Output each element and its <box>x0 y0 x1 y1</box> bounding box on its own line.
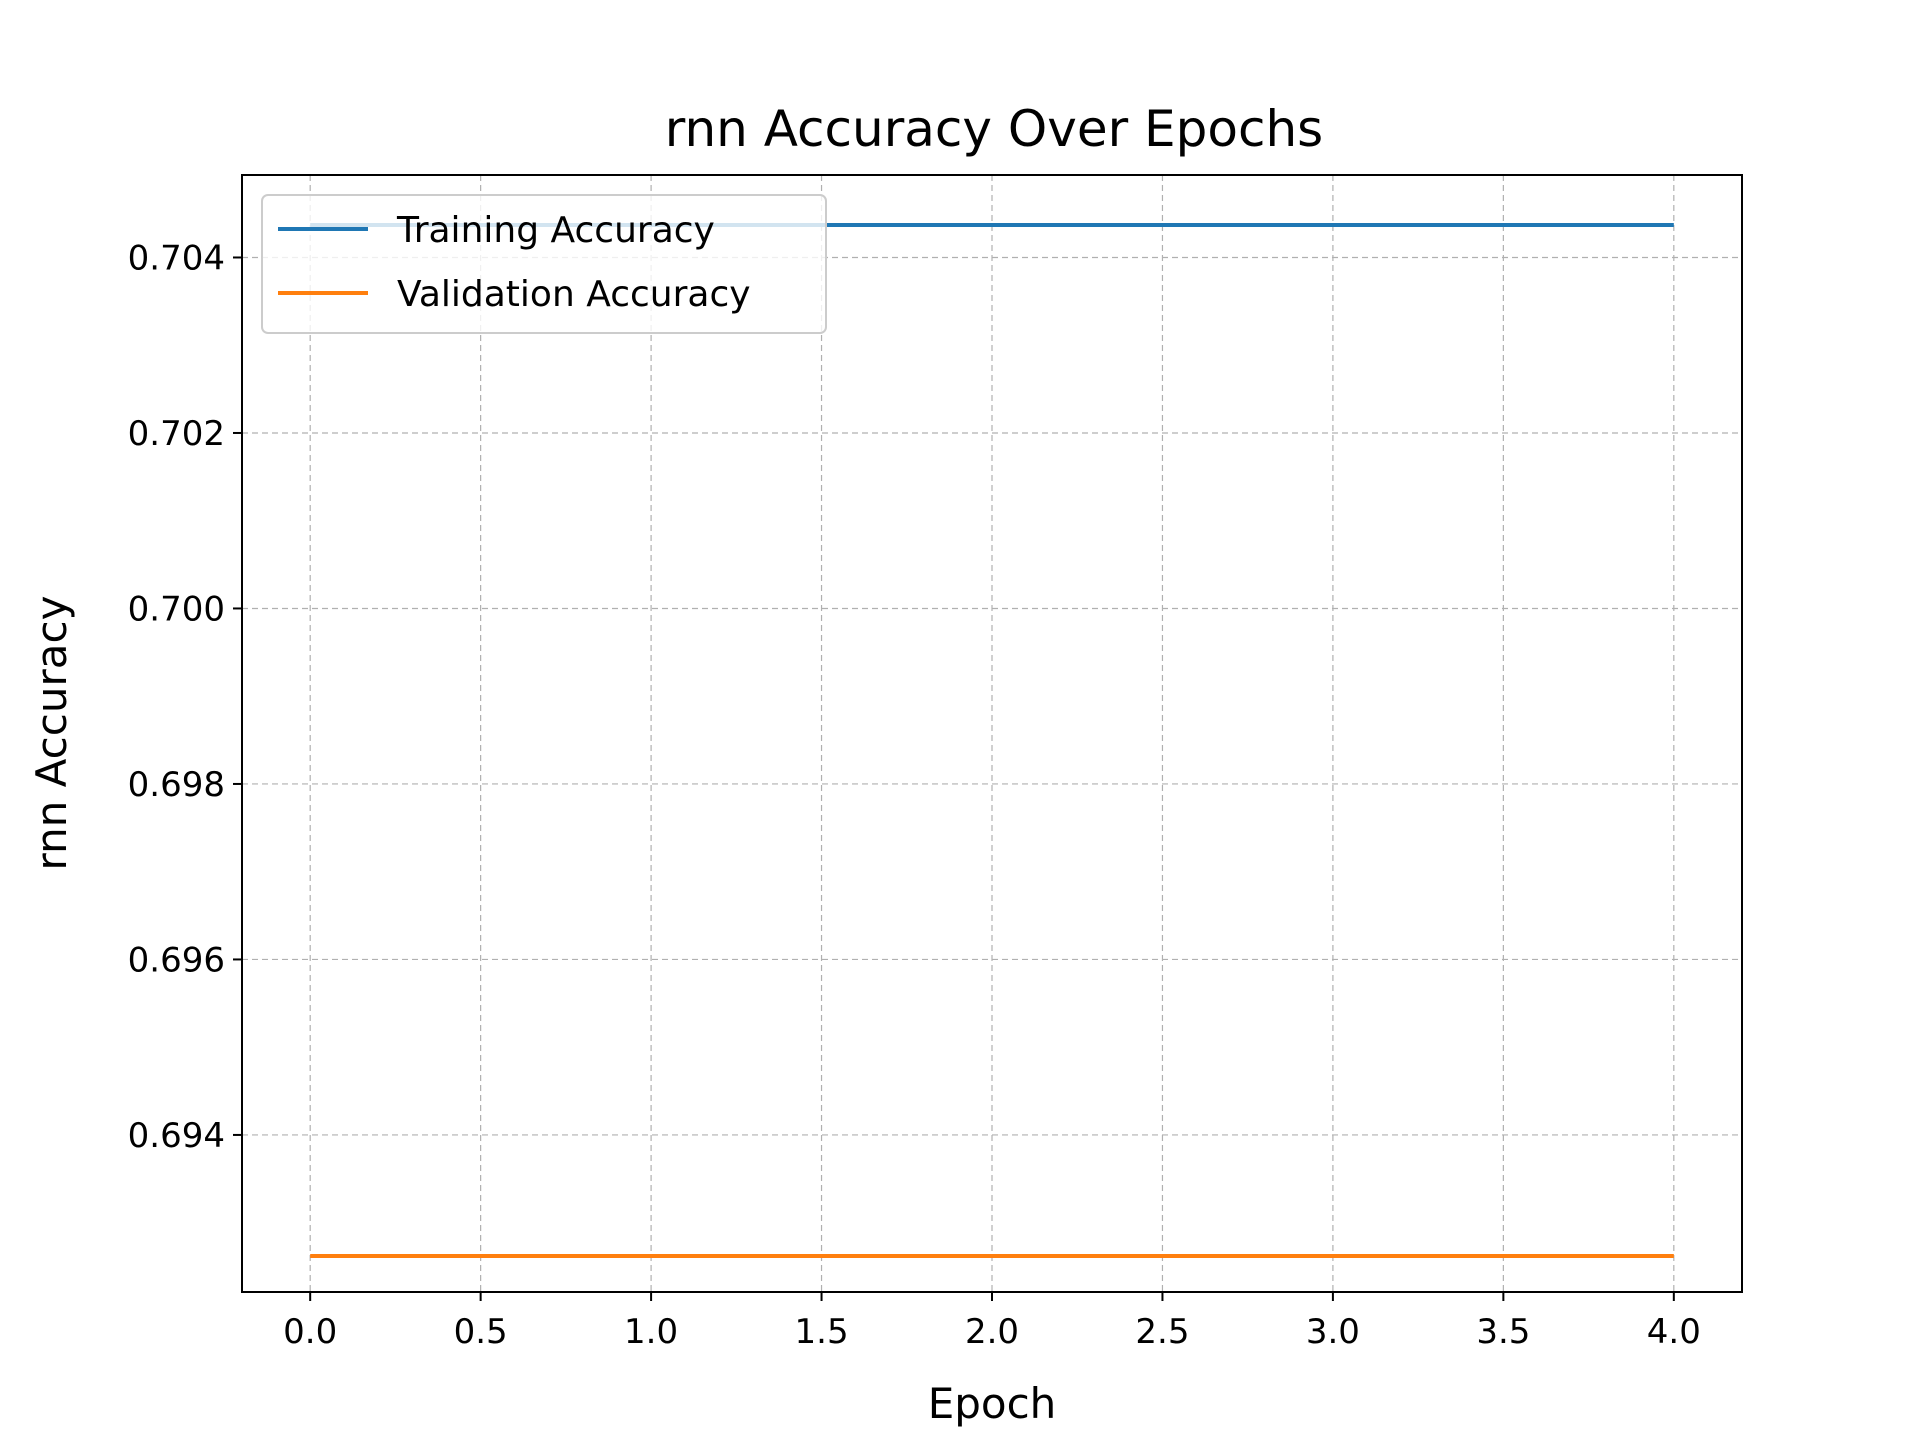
y-axis-label: rnn Accuracy <box>27 596 76 871</box>
y-tick-label: 0.696 <box>128 940 225 980</box>
x-tick-label: 1.0 <box>624 1312 678 1352</box>
legend-label-training-accuracy: Training Accuracy <box>396 210 715 251</box>
chart-title: rnn Accuracy Over Epochs <box>665 100 1323 158</box>
x-axis-label: Epoch <box>928 1379 1057 1428</box>
y-tick-label: 0.700 <box>128 589 225 629</box>
y-tick-label: 0.704 <box>128 238 225 278</box>
legend: Training Accuracy Validation Accuracy <box>262 195 826 333</box>
x-tick-label: 1.5 <box>795 1312 849 1352</box>
y-tick-label: 0.698 <box>128 765 225 805</box>
x-tick-label: 4.0 <box>1647 1312 1701 1352</box>
x-tick-label: 2.5 <box>1135 1312 1189 1352</box>
x-tick-label: 0.5 <box>454 1312 508 1352</box>
y-tick-label: 0.702 <box>128 414 225 454</box>
x-tick-label: 3.5 <box>1476 1312 1530 1352</box>
x-tick-label: 0.0 <box>283 1312 337 1352</box>
x-tick-label: 2.0 <box>965 1312 1019 1352</box>
y-tick-label: 0.694 <box>128 1116 225 1156</box>
x-tick-label: 3.0 <box>1306 1312 1360 1352</box>
legend-label-validation-accuracy: Validation Accuracy <box>397 274 751 315</box>
